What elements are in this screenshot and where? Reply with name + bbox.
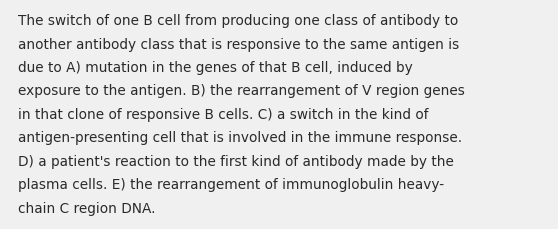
Text: chain C region DNA.: chain C region DNA.: [18, 201, 156, 215]
Text: The switch of one B cell from producing one class of antibody to: The switch of one B cell from producing …: [18, 14, 458, 28]
Text: another antibody class that is responsive to the same antigen is: another antibody class that is responsiv…: [18, 37, 459, 51]
Text: D) a patient's reaction to the first kind of antibody made by the: D) a patient's reaction to the first kin…: [18, 154, 454, 168]
Text: due to A) mutation in the genes of that B cell, induced by: due to A) mutation in the genes of that …: [18, 61, 413, 75]
Text: exposure to the antigen. B) the rearrangement of V region genes: exposure to the antigen. B) the rearrang…: [18, 84, 465, 98]
Text: antigen-presenting cell that is involved in the immune response.: antigen-presenting cell that is involved…: [18, 131, 462, 145]
Text: plasma cells. E) the rearrangement of immunoglobulin heavy-: plasma cells. E) the rearrangement of im…: [18, 178, 444, 192]
Text: in that clone of responsive B cells. C) a switch in the kind of: in that clone of responsive B cells. C) …: [18, 108, 429, 121]
